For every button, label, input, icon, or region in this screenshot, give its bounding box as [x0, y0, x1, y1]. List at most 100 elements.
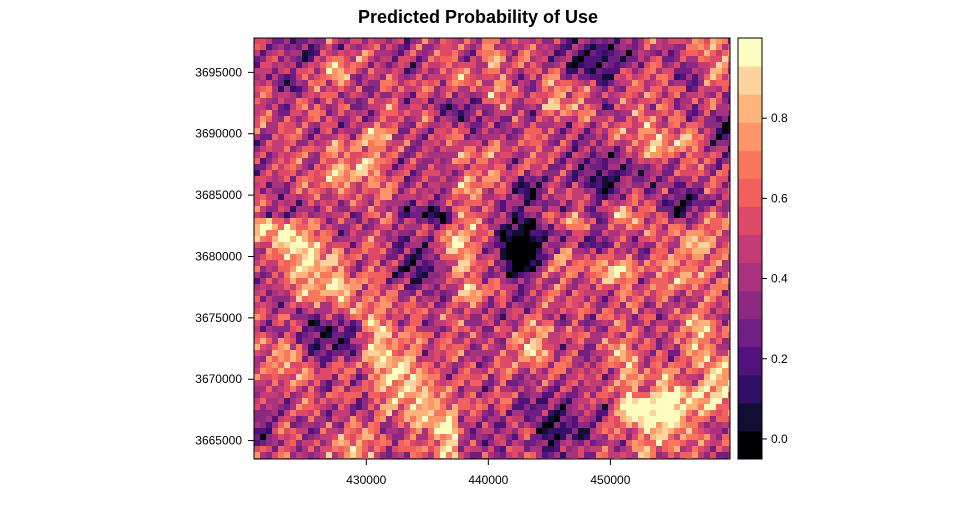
heatmap-cell — [512, 404, 518, 410]
heatmap-cell — [266, 176, 272, 182]
heatmap-cell — [650, 86, 656, 92]
heatmap-cell — [266, 170, 272, 176]
heatmap-cell — [620, 56, 626, 62]
heatmap-cell — [404, 152, 410, 158]
heatmap-cell — [296, 272, 302, 278]
heatmap-cell — [350, 278, 356, 284]
heatmap-cell — [476, 206, 482, 212]
heatmap-cell — [662, 92, 668, 98]
heatmap-cell — [632, 200, 638, 206]
heatmap-cell — [728, 116, 730, 122]
heatmap-cell — [494, 62, 500, 68]
heatmap-cell — [326, 308, 332, 314]
heatmap-cell — [458, 176, 464, 182]
heatmap-cell — [350, 368, 356, 374]
heatmap-cell — [518, 314, 524, 320]
heatmap-cell — [464, 404, 470, 410]
heatmap-cell — [626, 224, 632, 230]
heatmap-cell — [572, 374, 578, 380]
heatmap-cell — [284, 344, 290, 350]
heatmap-cell — [686, 302, 692, 308]
heatmap-cell — [692, 296, 698, 302]
heatmap-cell — [686, 266, 692, 272]
heatmap-cell — [296, 146, 302, 152]
heatmap-cell — [470, 38, 476, 44]
heatmap-cell — [692, 116, 698, 122]
heatmap-cell — [482, 74, 488, 80]
heatmap-cell — [278, 164, 284, 170]
heatmap-cell — [524, 254, 530, 260]
heatmap-cell — [290, 206, 296, 212]
heatmap-cell — [266, 302, 272, 308]
heatmap-cell — [368, 128, 374, 134]
heatmap-cell — [560, 296, 566, 302]
heatmap-cell — [494, 368, 500, 374]
heatmap-cell — [284, 320, 290, 326]
heatmap-cell — [578, 176, 584, 182]
heatmap-cell — [326, 68, 332, 74]
heatmap-cell — [602, 80, 608, 86]
heatmap-cell — [470, 80, 476, 86]
heatmap-cell — [260, 374, 266, 380]
heatmap-cell — [662, 308, 668, 314]
heatmap-cell — [452, 236, 458, 242]
heatmap-cell — [698, 350, 704, 356]
heatmap-cell — [560, 74, 566, 80]
heatmap-cell — [320, 302, 326, 308]
heatmap-cell — [266, 380, 272, 386]
heatmap-cell — [566, 380, 572, 386]
heatmap-cell — [374, 380, 380, 386]
heatmap-cell — [314, 380, 320, 386]
heatmap-cell — [722, 338, 728, 344]
heatmap-cell — [584, 302, 590, 308]
heatmap-cell — [506, 266, 512, 272]
heatmap-cell — [668, 356, 674, 362]
heatmap-cell — [596, 110, 602, 116]
heatmap-cell — [704, 176, 710, 182]
heatmap-cell — [362, 374, 368, 380]
heatmap-cell — [638, 188, 644, 194]
heatmap-cell — [284, 146, 290, 152]
heatmap-cell — [314, 38, 320, 44]
heatmap-cell — [458, 278, 464, 284]
heatmap-cell — [656, 176, 662, 182]
heatmap-cell — [614, 56, 620, 62]
heatmap-cell — [356, 110, 362, 116]
heatmap-cell — [578, 332, 584, 338]
heatmap-cell — [722, 182, 728, 188]
heatmap-cell — [548, 374, 554, 380]
heatmap-cell — [620, 158, 626, 164]
heatmap-cell — [362, 314, 368, 320]
heatmap-cell — [326, 188, 332, 194]
heatmap-cell — [572, 314, 578, 320]
heatmap-cell — [614, 176, 620, 182]
heatmap-cell — [458, 362, 464, 368]
heatmap-cell — [578, 392, 584, 398]
heatmap-cell — [440, 386, 446, 392]
heatmap-cell — [470, 290, 476, 296]
heatmap-cell — [374, 392, 380, 398]
heatmap-cell — [506, 332, 512, 338]
heatmap-cell — [428, 110, 434, 116]
heatmap-cell — [290, 236, 296, 242]
heatmap-cell — [308, 284, 314, 290]
heatmap-cell — [368, 80, 374, 86]
heatmap-cell — [584, 164, 590, 170]
heatmap-cell — [482, 392, 488, 398]
heatmap-cell — [254, 38, 260, 44]
heatmap-cell — [368, 266, 374, 272]
heatmap-cell — [530, 320, 536, 326]
heatmap-cell — [428, 116, 434, 122]
heatmap-cell — [410, 278, 416, 284]
heatmap-cell — [710, 182, 716, 188]
heatmap-cell — [362, 362, 368, 368]
heatmap-cell — [656, 398, 662, 404]
heatmap-cell — [578, 146, 584, 152]
heatmap-cell — [500, 38, 506, 44]
heatmap-cell — [572, 404, 578, 410]
heatmap-cell — [602, 116, 608, 122]
heatmap-cell — [626, 44, 632, 50]
heatmap-cell — [650, 134, 656, 140]
heatmap-cell — [284, 278, 290, 284]
heatmap-cell — [680, 296, 686, 302]
